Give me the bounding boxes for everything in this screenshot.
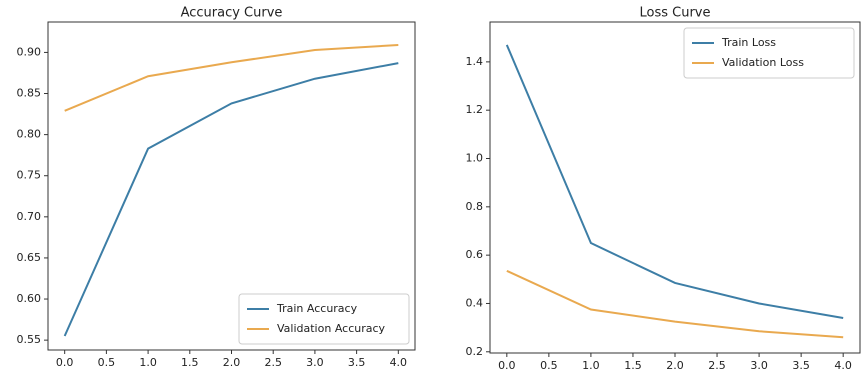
y-tick-label: 1.4: [466, 55, 484, 68]
y-tick-label: 1.2: [466, 103, 484, 116]
y-tick-label: 0.65: [17, 251, 42, 264]
y-tick-label: 1.0: [466, 152, 484, 165]
legend-label: Validation Loss: [722, 56, 804, 69]
legend-label: Train Loss: [721, 36, 776, 49]
x-tick-label: 1.0: [582, 359, 600, 372]
plot-frame: [47, 21, 416, 351]
x-tick-label: 3.5: [348, 356, 366, 369]
x-tick-label: 2.0: [223, 356, 241, 369]
y-tick-label: 0.2: [466, 345, 484, 358]
x-tick-label: 4.0: [390, 356, 408, 369]
series-line: [64, 44, 399, 112]
legend-label: Validation Accuracy: [277, 322, 386, 335]
x-tick-label: 1.0: [139, 356, 157, 369]
x-tick-label: 0.0: [56, 356, 74, 369]
legend-label: Train Accuracy: [276, 302, 358, 315]
x-tick-label: 1.5: [624, 359, 642, 372]
series-line: [505, 44, 844, 319]
legend-box: [238, 293, 410, 345]
x-tick-label: 0.0: [498, 359, 516, 372]
legend: Train Loss Validation Loss: [683, 27, 855, 79]
legend-box: [683, 27, 855, 79]
x-tick-label: 2.5: [708, 359, 726, 372]
y-tick-label: 0.90: [17, 45, 42, 58]
chart-title: Loss Curve: [640, 6, 711, 21]
x-tick-label: 4.0: [834, 359, 852, 372]
y-tick-label: 0.6: [466, 248, 484, 261]
y-tick-label: 0.85: [17, 87, 42, 100]
y-tick-label: 0.8: [466, 200, 484, 213]
x-tick-label: 2.5: [264, 356, 282, 369]
x-tick-label: 0.5: [98, 356, 116, 369]
y-tick-label: 0.80: [17, 128, 42, 141]
series-line: [506, 269, 844, 339]
x-tick-label: 3.5: [792, 359, 810, 372]
x-tick-label: 1.5: [181, 356, 199, 369]
chart-title: Accuracy Curve: [181, 6, 283, 21]
y-tick-label: 0.55: [17, 333, 42, 346]
x-tick-label: 2.0: [666, 359, 684, 372]
y-tick-label: 0.75: [17, 169, 42, 182]
y-tick-label: 0.4: [466, 296, 484, 309]
x-tick-label: 3.0: [306, 356, 324, 369]
x-tick-label: 3.0: [750, 359, 768, 372]
y-tick-label: 0.70: [17, 210, 42, 223]
series-line: [63, 62, 399, 337]
plot-frame: [489, 21, 861, 354]
y-tick-label: 0.60: [17, 292, 42, 305]
x-tick-label: 0.5: [540, 359, 558, 372]
legend: Train Accuracy Validation Accuracy: [238, 293, 410, 345]
